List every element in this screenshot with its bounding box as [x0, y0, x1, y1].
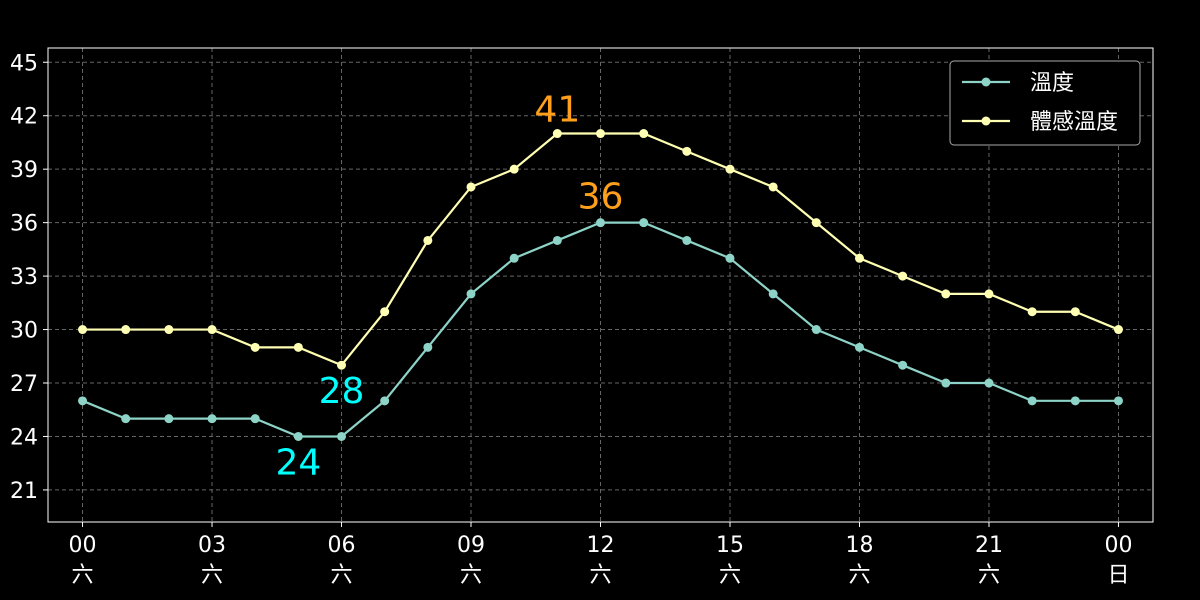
data-point	[380, 396, 390, 406]
data-point	[423, 342, 433, 352]
data-point	[509, 164, 519, 174]
data-point	[1027, 307, 1037, 317]
data-point	[1070, 307, 1080, 317]
x-tick-label-day: 六	[978, 563, 1000, 588]
data-point	[164, 414, 174, 424]
data-point	[811, 325, 821, 335]
y-axis: 21 24 27 30 33 36 39 42 45	[10, 51, 48, 504]
annotations: 24 28 36 41	[275, 90, 623, 484]
x-tick-label-hour: 18	[845, 533, 873, 558]
data-point	[509, 253, 519, 263]
data-point	[423, 235, 433, 245]
y-tick-label: 30	[10, 319, 38, 344]
y-tick-label: 27	[10, 372, 38, 397]
annotation-min-feels: 28	[319, 371, 365, 412]
data-point	[941, 378, 951, 388]
x-tick-label-hour: 21	[975, 533, 1003, 558]
x-tick-label-day: 六	[331, 563, 353, 588]
data-point	[337, 431, 347, 441]
legend-marker	[981, 116, 991, 126]
data-point	[854, 253, 864, 263]
data-point	[596, 218, 605, 228]
data-point	[898, 271, 908, 281]
x-tick-label-hour: 00	[69, 533, 97, 558]
y-tick-label: 45	[10, 51, 38, 76]
data-point	[466, 289, 476, 299]
data-point	[207, 414, 217, 424]
data-point	[121, 325, 131, 335]
data-point	[682, 146, 692, 156]
annotation-max-feels: 41	[534, 90, 580, 131]
data-point	[164, 325, 174, 335]
x-tick-label-day: 日	[1107, 563, 1129, 588]
data-point	[78, 325, 88, 335]
x-tick-label-day: 六	[589, 563, 611, 588]
x-tick-label-day: 六	[719, 563, 741, 588]
annotation-max-temp: 36	[578, 177, 624, 218]
data-point	[552, 235, 562, 245]
y-tick-label: 21	[10, 479, 38, 504]
data-point	[250, 342, 260, 352]
data-point	[552, 129, 562, 139]
legend-label: 溫度	[1030, 71, 1074, 96]
data-point	[725, 253, 735, 263]
legend-marker	[981, 77, 991, 87]
x-tick-label-day: 六	[848, 563, 870, 588]
data-point	[639, 218, 649, 228]
data-point	[121, 414, 131, 424]
y-tick-label: 42	[10, 105, 38, 130]
data-point	[941, 289, 951, 299]
y-tick-label: 24	[10, 425, 38, 450]
data-point	[380, 307, 390, 317]
series-feels-like	[78, 129, 1123, 370]
legend-label: 體感溫度	[1030, 110, 1118, 135]
data-point	[1113, 325, 1123, 335]
x-tick-label-hour: 09	[457, 533, 485, 558]
data-point	[1113, 396, 1123, 406]
data-point	[466, 182, 476, 192]
x-tick-label-day: 六	[201, 563, 223, 588]
series-temperature	[78, 218, 1123, 441]
y-tick-label: 39	[10, 158, 38, 183]
x-tick-label-hour: 06	[328, 533, 356, 558]
data-point	[337, 360, 347, 370]
data-point	[854, 342, 864, 352]
x-tick-label-day: 六	[72, 563, 94, 588]
data-point	[725, 164, 735, 174]
data-point	[207, 325, 217, 335]
data-point	[293, 431, 303, 441]
x-tick-label-hour: 12	[587, 533, 615, 558]
y-tick-label: 33	[10, 265, 38, 290]
data-point	[596, 129, 605, 139]
data-point	[984, 378, 994, 388]
data-point	[768, 182, 778, 192]
data-point	[984, 289, 994, 299]
x-tick-label-day: 六	[460, 563, 482, 588]
data-point	[78, 396, 88, 406]
data-point	[639, 129, 649, 139]
data-point	[1027, 396, 1037, 406]
annotation-min-temp: 24	[275, 442, 321, 483]
x-tick-label-hour: 15	[716, 533, 744, 558]
data-point	[293, 342, 303, 352]
data-point	[250, 414, 260, 424]
y-tick-label: 36	[10, 212, 38, 237]
data-point	[811, 218, 821, 228]
data-point	[1070, 396, 1080, 406]
data-point	[898, 360, 908, 370]
data-point	[682, 235, 692, 245]
x-tick-label-hour: 03	[198, 533, 226, 558]
data-point	[768, 289, 778, 299]
x-tick-label-hour: 00	[1104, 533, 1132, 558]
x-axis: 00 六 03 六 06 六 09 六 12 六 15 六 18 六 21 六 00 日	[69, 522, 1132, 588]
series-layer	[78, 129, 1123, 441]
